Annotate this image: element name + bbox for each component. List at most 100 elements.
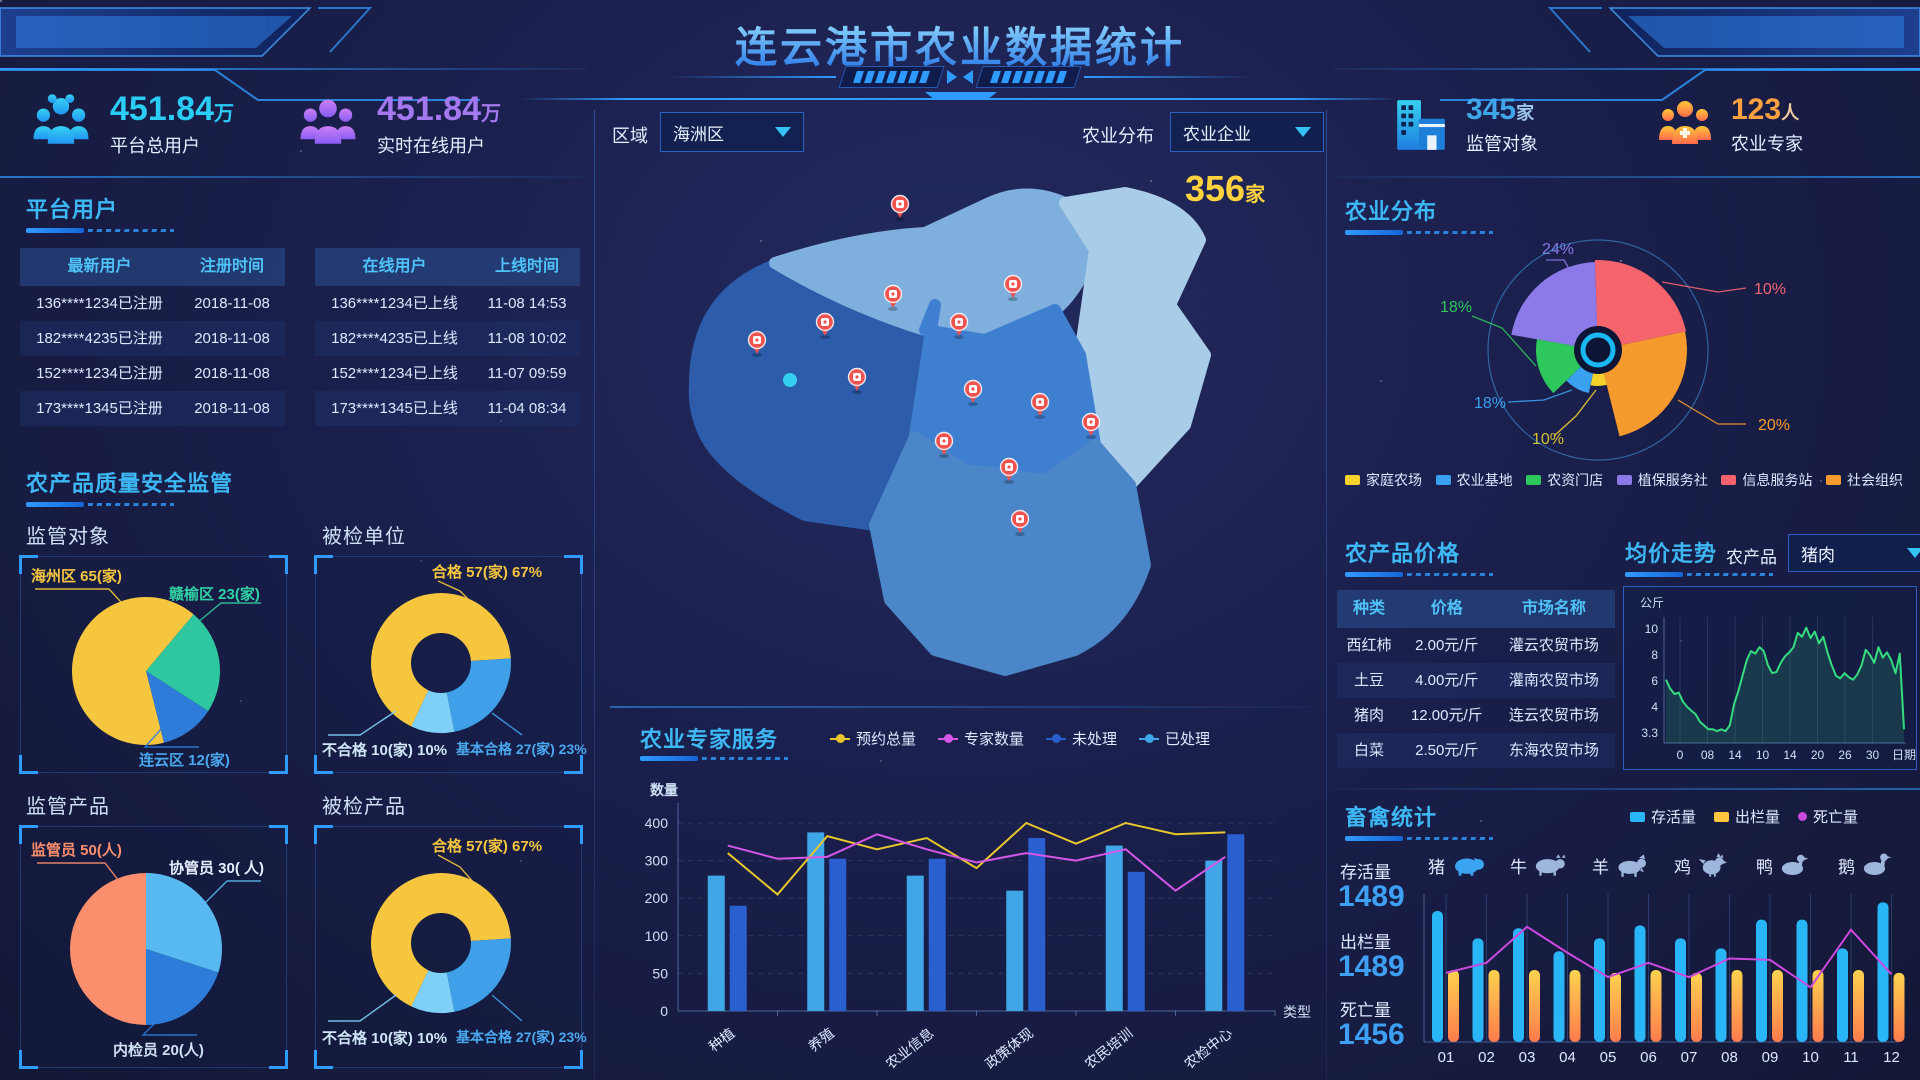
table-row: 182****4235已上线 11-08 10:02	[315, 321, 580, 356]
map-pin-icon[interactable]	[934, 431, 954, 459]
svg-text:养殖: 养殖	[805, 1025, 837, 1055]
title-underline	[26, 502, 346, 507]
title-underline	[640, 756, 810, 761]
map-pin-icon[interactable]	[1081, 412, 1101, 440]
table-cell: 2018-11-08	[194, 330, 270, 347]
legend-item[interactable]: 未处理	[1046, 728, 1117, 749]
table-cell: 连云农贸市场	[1508, 707, 1599, 724]
legend-item[interactable]: 已处理	[1139, 728, 1210, 749]
legend-item[interactable]: 家庭农场	[1345, 470, 1422, 490]
legend-item[interactable]: 植保服务社	[1616, 470, 1708, 490]
left-panel-top-border	[0, 68, 586, 70]
table-row: 猪肉 12.00元/斤 连云农贸市场	[1337, 698, 1615, 733]
product-dropdown[interactable]: 猪肉	[1788, 534, 1920, 572]
map-pin-icon[interactable]	[847, 367, 867, 395]
legend-item[interactable]: 死亡量	[1798, 806, 1858, 827]
svg-text:类型: 类型	[1283, 1004, 1311, 1020]
supervision-targets-pie-chart	[35, 588, 261, 748]
map-pin-icon[interactable]	[815, 312, 835, 340]
map-pin-icon[interactable]	[890, 194, 910, 222]
map-pin-icon[interactable]	[747, 330, 767, 358]
svg-text:农业信息: 农业信息	[883, 1025, 937, 1072]
building-icon	[1397, 99, 1445, 150]
table-row: 182****4235已注册 2018-11-08	[20, 321, 285, 356]
legend-item[interactable]: 农业基地	[1435, 470, 1513, 490]
legend-item[interactable]: 社会组织	[1825, 470, 1903, 490]
legend-item[interactable]: 出栏量	[1714, 806, 1780, 827]
animal-tab-鹅[interactable]: 鹅	[1838, 852, 1895, 878]
map-pin-icon[interactable]	[1010, 509, 1030, 537]
svg-text:08: 08	[1721, 1049, 1738, 1066]
rose-pct-label: 20%	[1758, 417, 1790, 434]
map-pin-icon[interactable]	[1030, 392, 1050, 420]
legend-item[interactable]: 预约总量	[830, 728, 916, 749]
map-pin-icon[interactable]	[883, 284, 903, 312]
region-dropdown[interactable]: 海洲区	[660, 112, 804, 152]
table-cell: 4.00元/斤	[1415, 672, 1479, 689]
animal-tab-鸡[interactable]: 鸡	[1674, 852, 1731, 878]
ornament-bars-right	[975, 66, 1082, 88]
chart-card-supervision-products: 监管员 50(人) 协管员 30( 人) 内检员 20(人)	[19, 825, 288, 1069]
ornament-arrow-left	[947, 70, 957, 84]
table-cell: 182****4235已注册	[36, 330, 163, 347]
map-pin-icon[interactable]	[963, 379, 983, 407]
鸡-icon	[1698, 853, 1727, 877]
legend-item[interactable]: 农资门店	[1526, 470, 1603, 490]
table-cell: 灌南农贸市场	[1508, 672, 1599, 689]
svg-text:20: 20	[1811, 748, 1825, 762]
table-cell: 11-08 10:02	[487, 330, 567, 347]
pie-label: 协管员 30( 人)	[169, 860, 265, 877]
map-pin-icon[interactable]	[1003, 274, 1023, 302]
table-cell: 灌云农贸市场	[1508, 637, 1599, 654]
svg-text:07: 07	[1681, 1049, 1698, 1066]
猪-icon	[1455, 857, 1484, 876]
svg-text:12: 12	[1883, 1049, 1900, 1066]
table-row: 173****1345已注册 2018-11-08	[20, 391, 285, 426]
ornament-arrow-right	[963, 70, 973, 84]
鸭-icon	[1781, 854, 1809, 876]
table-row: 152****1234已注册 2018-11-08	[20, 356, 285, 391]
region-map[interactable]	[625, 145, 1295, 705]
product-filter-label: 农产品	[1726, 548, 1777, 567]
table-cell: 2018-11-08	[194, 400, 270, 417]
map-pin-icon[interactable]	[949, 312, 969, 340]
chart-card-inspected-units: 合格 57(家) 67% 不合格 10(家) 10% 基本合格 27(家) 23…	[314, 555, 587, 774]
legend-swatch	[1630, 811, 1645, 822]
animal-label: 猪	[1428, 857, 1445, 877]
svg-text:4: 4	[1651, 700, 1658, 714]
animal-tab-猪[interactable]: 猪	[1428, 852, 1485, 878]
legend-swatch	[1714, 811, 1730, 822]
table-cell: 2018-11-08	[194, 365, 270, 382]
supervision-products-pie-chart	[37, 862, 261, 1036]
svg-text:14: 14	[1783, 748, 1797, 762]
svg-text:200: 200	[645, 890, 669, 906]
legend-label: 存活量	[1651, 809, 1697, 826]
pie-label: 基本合格 27(家) 23%	[456, 1029, 587, 1045]
svg-text:6: 6	[1651, 674, 1658, 688]
animal-tab-羊[interactable]: 羊	[1592, 852, 1649, 878]
product-dropdown-value: 猪肉	[1801, 545, 1835, 565]
animal-tab-鸭[interactable]: 鸭	[1756, 852, 1813, 878]
svg-text:09: 09	[1762, 1049, 1779, 1066]
legend-swatch	[1721, 475, 1737, 485]
legend-label: 家庭农场	[1366, 472, 1422, 488]
distribution-dropdown[interactable]: 农业企业	[1170, 112, 1324, 152]
table-cell: 11-07 09:59	[487, 365, 567, 382]
legend-item[interactable]: 存活量	[1630, 806, 1696, 827]
experts-group-icon	[1659, 100, 1711, 144]
pie-label: 不合格 10(家) 10%	[322, 742, 448, 759]
legend-label: 农业基地	[1456, 472, 1513, 488]
svg-text:公斤: 公斤	[1640, 596, 1664, 610]
legend-item[interactable]: 专家数量	[938, 728, 1024, 749]
svg-text:30: 30	[1866, 748, 1880, 762]
stat-online-users: 451.84万 实时在线用户	[295, 91, 501, 158]
table-cell: 2018-11-08	[194, 295, 270, 312]
svg-text:04: 04	[1559, 1049, 1576, 1066]
stat-unit: 万	[214, 103, 234, 125]
legend-marker	[1046, 734, 1067, 743]
animal-tab-牛[interactable]: 牛	[1510, 852, 1567, 878]
map-pin-icon[interactable]	[999, 457, 1019, 485]
svg-text:08: 08	[1701, 748, 1715, 762]
legend-item[interactable]: 信息服务站	[1721, 470, 1812, 490]
